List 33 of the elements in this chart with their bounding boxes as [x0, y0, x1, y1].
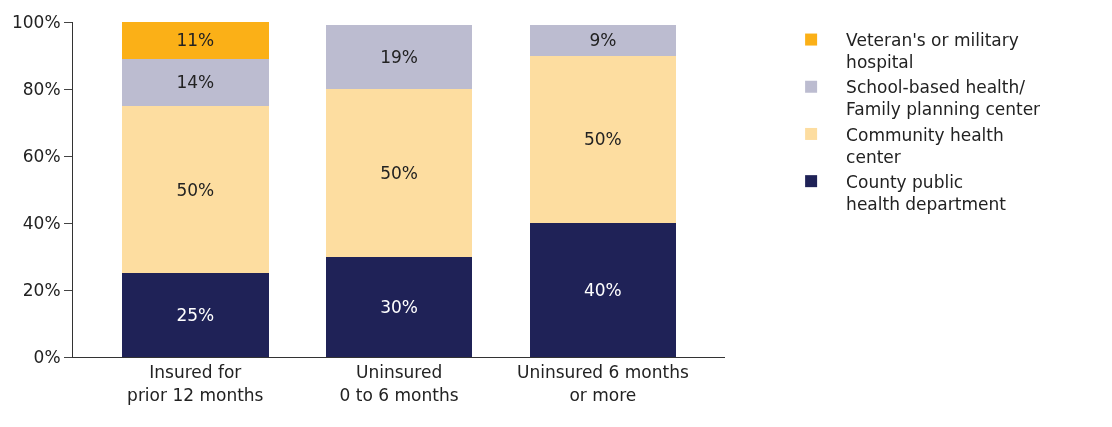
- bar: [325, 25, 473, 89]
- legend-label: Veteran's or military hospital: [846, 30, 1019, 73]
- legend-label: School-based health/ Family planning center: [846, 77, 1041, 120]
- x-tick-label: Insured for prior 12 months: [127, 362, 264, 405]
- data-label: 30%: [380, 296, 418, 317]
- y-tick-label: 40%: [22, 212, 61, 233]
- x-tick-label: Uninsured 0 to 6 months: [339, 362, 459, 405]
- data-label: 50%: [583, 129, 622, 150]
- bar: [121, 273, 269, 357]
- y-tick-label: 60%: [22, 145, 61, 166]
- legend-label: County public health department: [846, 171, 1007, 214]
- bar: [529, 25, 677, 56]
- data-label: 25%: [176, 305, 215, 326]
- y-tick-label: 80%: [22, 78, 61, 99]
- y-tick-label: 20%: [22, 279, 61, 300]
- data-label: 50%: [380, 162, 418, 183]
- data-label: 14%: [176, 72, 215, 93]
- bar: [529, 55, 677, 223]
- legend-label: Community health center: [846, 124, 1004, 167]
- bar: [121, 105, 269, 274]
- data-label: 50%: [176, 179, 215, 200]
- bar: [121, 58, 269, 106]
- data-label: 40%: [583, 280, 622, 300]
- data-label: 9%: [589, 30, 617, 51]
- x-tick-label: Uninsured 6 months or more: [516, 362, 689, 405]
- data-label: 19%: [380, 47, 418, 68]
- bar: [325, 89, 473, 257]
- bar: [529, 223, 677, 357]
- y-tick-label: 100%: [11, 11, 61, 32]
- y-tick-label: 0%: [33, 346, 61, 367]
- bar: [325, 256, 473, 357]
- data-label: 11%: [176, 30, 215, 51]
- bar: [121, 22, 269, 59]
